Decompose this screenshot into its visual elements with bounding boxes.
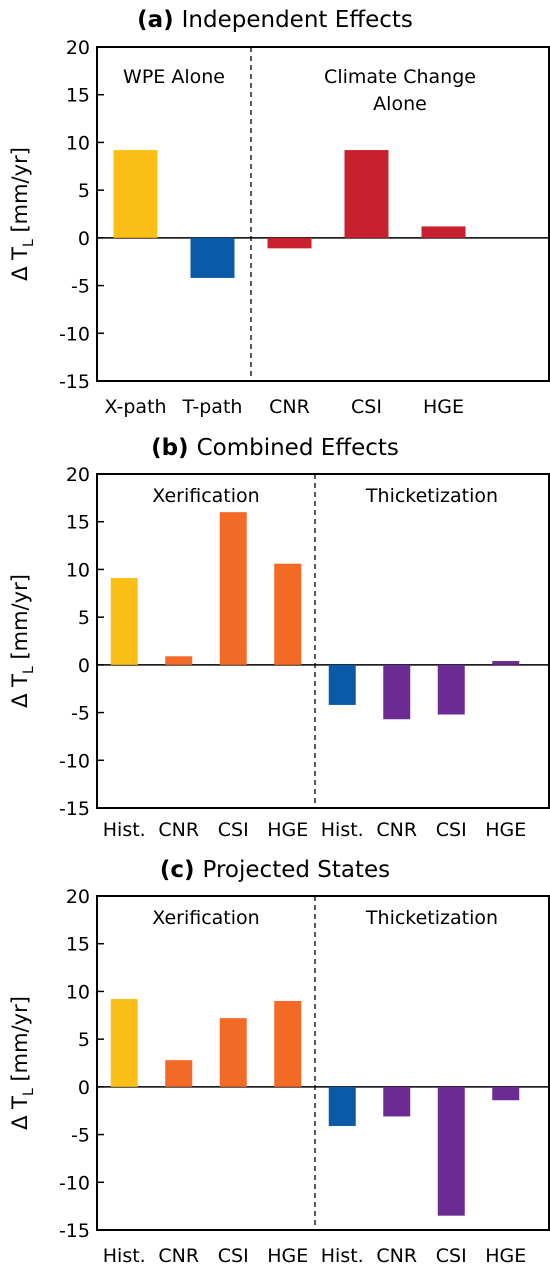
x-tick-label: CSI	[218, 1245, 249, 1267]
x-tick-label: CSI	[218, 819, 249, 841]
y-tick-label: 0	[78, 228, 90, 250]
x-tick-label: CNR	[158, 819, 199, 841]
bar	[274, 563, 302, 665]
x-tick-label: HGE	[267, 1245, 308, 1267]
x-tick-label: T-path	[182, 396, 243, 418]
bar	[344, 150, 389, 238]
panel-letter: (c)	[160, 857, 203, 883]
y-tick-label: 5	[78, 180, 90, 202]
bar	[219, 512, 247, 665]
y-tick-label: -15	[59, 371, 90, 393]
y-tick-label: -5	[71, 276, 90, 298]
x-tick-label: HGE	[423, 396, 464, 418]
y-tick-label: 15	[66, 934, 90, 956]
x-tick-label: X-path	[104, 396, 166, 418]
y-tick-label: -10	[59, 323, 90, 345]
y-tick-label: -10	[59, 750, 90, 772]
y-tick-label: -10	[59, 1172, 90, 1194]
plot-frame	[96, 473, 550, 809]
bar	[437, 1086, 465, 1216]
y-tick-label: -15	[59, 798, 90, 820]
bar	[328, 664, 356, 705]
bar	[165, 656, 193, 665]
bar	[267, 237, 312, 249]
x-tick-label: CNR	[376, 819, 417, 841]
panel-title: (b) Combined Effects	[151, 435, 399, 461]
panel-title: (a) Independent Effects	[137, 7, 413, 33]
x-tick-label: Hist.	[321, 819, 364, 841]
x-tick-label: Hist.	[103, 1245, 146, 1267]
x-tick-label: CSI	[351, 396, 382, 418]
panel-letter: (a)	[137, 7, 182, 33]
bar	[383, 664, 411, 720]
panel-b: (b) Combined Effects Δ TL [mm/yr] 20 15 10 5 0…	[8, 435, 550, 841]
plot-frame	[96, 895, 550, 1231]
panel-title-text: Independent Effects	[182, 7, 413, 33]
y-tick-label: -5	[71, 703, 90, 725]
y-axis-label: Δ TL [mm/yr]	[8, 996, 37, 1130]
panel-title-text: Combined Effects	[197, 435, 399, 461]
group-label: Thicketization	[365, 907, 498, 929]
group-label: Xerification	[152, 485, 259, 507]
plot-frame	[96, 46, 550, 382]
y-tick-label: 15	[66, 512, 90, 534]
y-tick-label: 20	[66, 464, 90, 486]
y-tick-label: 10	[66, 981, 90, 1003]
panel-title: (c) Projected States	[160, 857, 390, 883]
y-tick-label: 0	[78, 1077, 90, 1099]
x-tick-label: CNR	[376, 1245, 417, 1267]
y-tick-label: 5	[78, 607, 90, 629]
group-label: Alone	[373, 93, 427, 115]
bar	[165, 1060, 193, 1087]
panel-a: (a) Independent Effects Δ TL [mm/yr] 20 15 1…	[8, 7, 550, 418]
x-tick-label: HGE	[485, 819, 526, 841]
y-tick-label: 20	[66, 37, 90, 59]
x-tick-label: HGE	[267, 819, 308, 841]
bar	[492, 661, 520, 665]
group-label: Xerification	[152, 907, 259, 929]
y-tick-label: 10	[66, 132, 90, 154]
bar	[110, 578, 138, 665]
group-label: WPE Alone	[123, 66, 225, 88]
bar	[113, 150, 158, 238]
y-tick-label: 15	[66, 85, 90, 107]
bar	[328, 1086, 356, 1126]
bar	[110, 999, 138, 1087]
x-tick-label: CSI	[436, 819, 467, 841]
panel-title-text: Projected States	[203, 857, 391, 883]
group-label: Climate Change	[324, 66, 476, 88]
group-label: Thicketization	[365, 485, 498, 507]
x-tick-label: Hist.	[103, 819, 146, 841]
x-tick-label: HGE	[485, 1245, 526, 1267]
x-tick-label: CSI	[436, 1245, 467, 1267]
panel-c: (c) Projected States Δ TL [mm/yr] 20 15 10 5 0…	[8, 857, 550, 1267]
x-tick-label: CNR	[158, 1245, 199, 1267]
y-tick-label: 10	[66, 559, 90, 581]
y-tick-label: 20	[66, 886, 90, 908]
panel-letter: (b)	[151, 435, 197, 461]
bar	[492, 1086, 520, 1101]
y-tick-label: 5	[78, 1029, 90, 1051]
bar	[421, 226, 466, 238]
y-tick-label: 0	[78, 655, 90, 677]
y-tick-label: -15	[59, 1220, 90, 1242]
bar	[383, 1086, 411, 1117]
bar	[219, 1018, 247, 1087]
bar	[274, 1000, 302, 1087]
bar	[190, 237, 235, 278]
x-tick-label: Hist.	[321, 1245, 364, 1267]
y-axis-label: Δ TL [mm/yr]	[8, 574, 37, 708]
y-axis-label: Δ TL [mm/yr]	[8, 147, 37, 281]
bar	[437, 664, 465, 715]
y-tick-label: -5	[71, 1125, 90, 1147]
x-tick-label: CNR	[269, 396, 310, 418]
